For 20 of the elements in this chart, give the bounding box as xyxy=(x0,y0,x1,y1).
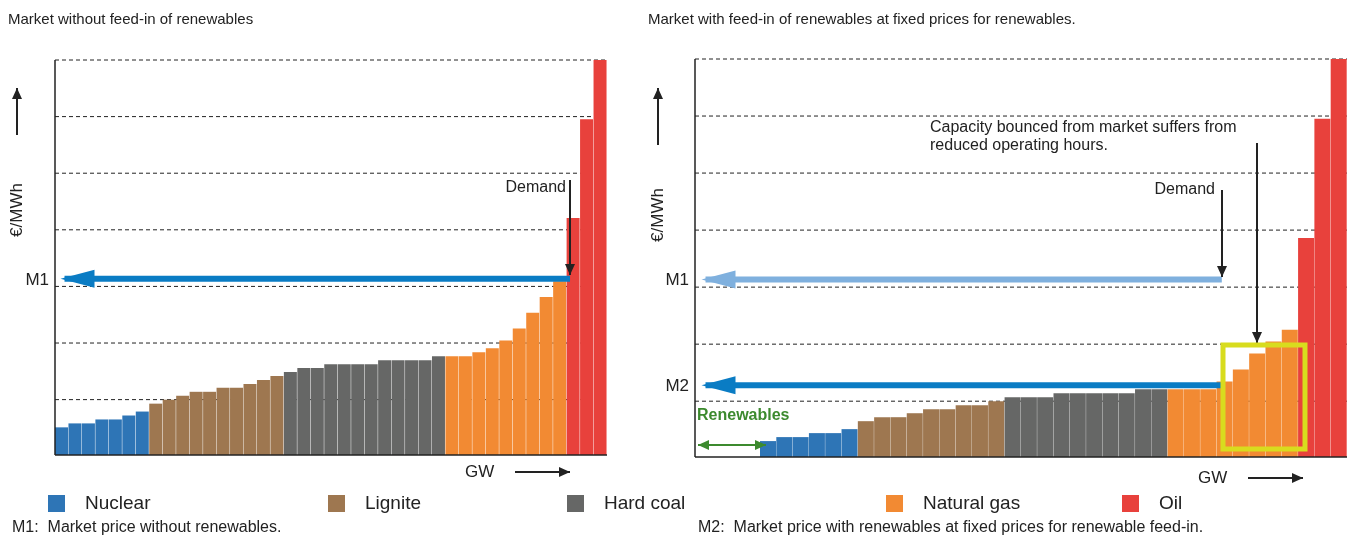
legend-label: Nuclear xyxy=(85,492,151,514)
x-axis-title: GW xyxy=(1198,468,1228,488)
annotation: Capacity bounced from market suffers from reduced operating hours. xyxy=(930,118,1238,154)
legend-label: Hard coal xyxy=(604,492,686,514)
text: M1: Market price without renewables. xyxy=(12,518,283,536)
chart-title: Market with feed-in of renewables at fixed prices for renewables. xyxy=(648,10,1076,27)
y-axis-title: €/MWh xyxy=(648,187,668,244)
y-axis-title: €/MWh xyxy=(7,182,27,239)
text: M2: Market price with renewables at fixed prices for renewable feed-in. xyxy=(698,518,1205,536)
legend-label: Natural gas xyxy=(923,492,1021,514)
ref-line-label: M2 xyxy=(665,376,689,396)
legend-label: Lignite xyxy=(365,492,421,514)
ref-line-label: M1 xyxy=(25,269,49,289)
ref-line-label: M1 xyxy=(665,270,689,290)
x-axis-title: GW xyxy=(465,462,495,482)
legend-label: Oil xyxy=(1159,492,1183,514)
annotation: Renewables xyxy=(697,406,791,424)
annotation: Demand xyxy=(504,178,566,196)
chart-title: Market without feed-in of renewables xyxy=(8,10,254,27)
annotation: Demand xyxy=(1153,180,1215,198)
